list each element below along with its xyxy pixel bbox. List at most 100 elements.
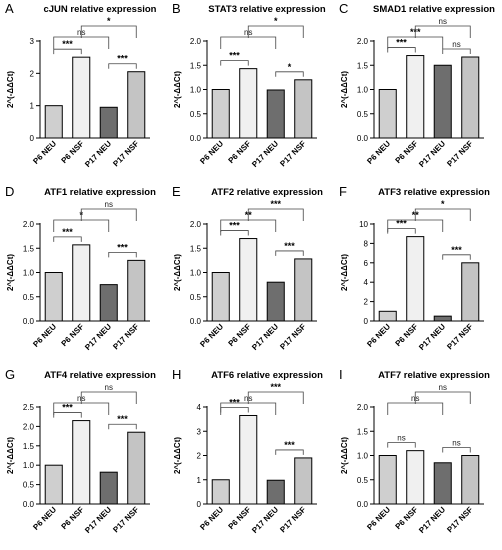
x-tick-label: P6 NEU bbox=[31, 139, 58, 166]
bar-p17-neu bbox=[433, 462, 452, 505]
panel-e: E ATF2 relative expression 2^(-ΔΔCt) 0.0 0.5… bbox=[172, 184, 323, 352]
y-tick-label: 0.5 bbox=[23, 481, 35, 490]
bar-p17-nsf bbox=[461, 56, 480, 139]
bar-p17-nsf bbox=[461, 262, 480, 322]
significance-bracket bbox=[108, 63, 137, 69]
x-tick-label: P6 NSF bbox=[59, 322, 85, 348]
significance-label: ns bbox=[105, 383, 113, 392]
significance-bracket bbox=[247, 391, 304, 404]
bar-p6-neu bbox=[44, 464, 63, 505]
x-tick-label: P6 NSF bbox=[226, 139, 252, 165]
y-tick-label: 3 bbox=[197, 427, 202, 436]
x-tick-label: P17 NSF bbox=[445, 505, 474, 534]
significance-bracket bbox=[275, 250, 304, 256]
bar-p17-neu bbox=[433, 315, 452, 322]
bar-p17-nsf bbox=[127, 71, 146, 139]
y-tick-label: 2 bbox=[197, 452, 202, 461]
y-tick-label: 1 bbox=[30, 102, 35, 111]
y-tick-label: 1.0 bbox=[190, 269, 202, 278]
y-tick-label: 3 bbox=[30, 37, 35, 46]
panel-letter: F bbox=[339, 184, 347, 199]
y-tick-label: 4 bbox=[197, 403, 202, 412]
significance-label: * bbox=[107, 16, 111, 26]
y-tick-label: 0.0 bbox=[357, 134, 369, 143]
y-tick-label: 1.5 bbox=[23, 442, 35, 451]
significance-label: ns bbox=[105, 200, 113, 209]
significance-bracket bbox=[80, 25, 137, 38]
panel-d: D ATF1 relative expression 2^(-ΔΔCt) 0.0 0.5… bbox=[5, 184, 156, 352]
significance-label: ns bbox=[452, 40, 460, 49]
y-tick-label: 1.5 bbox=[23, 244, 35, 253]
panel-g: G ATF4 relative expression 2^(-ΔΔCt) 0.0 0.5… bbox=[5, 367, 156, 535]
significance-label: *** bbox=[229, 221, 240, 231]
y-tick-label: 0.5 bbox=[190, 110, 202, 119]
bar-p17-neu bbox=[99, 106, 118, 139]
bar-p6-neu bbox=[378, 89, 397, 139]
y-tick-label: 10 bbox=[359, 220, 368, 229]
bar-p17-neu bbox=[266, 89, 285, 139]
y-axis-label: 2^(-ΔΔCt) bbox=[173, 437, 182, 474]
bar-p17-neu bbox=[99, 471, 118, 505]
panel-letter: C bbox=[339, 1, 348, 16]
y-tick-label: 2 bbox=[364, 298, 369, 307]
significance-label: * bbox=[441, 199, 445, 209]
significance-bracket bbox=[247, 208, 304, 221]
x-tick-label: P6 NEU bbox=[31, 322, 58, 349]
panel-b: B STAT3 relative expression 2^(-ΔΔCt) 0.0 0.… bbox=[172, 1, 326, 169]
x-tick-label: P17 NSF bbox=[278, 139, 307, 168]
bar-p6-nsf bbox=[406, 55, 425, 139]
panel-title: SMAD1 relative expression bbox=[373, 4, 495, 15]
significance-label: *** bbox=[270, 382, 281, 392]
panel-letter: E bbox=[172, 184, 181, 199]
x-tick-label: P17 NEU bbox=[417, 505, 447, 535]
x-tick-label: P6 NSF bbox=[393, 322, 419, 348]
panel-title: ATF2 relative expression bbox=[211, 187, 323, 198]
significance-label: *** bbox=[62, 39, 73, 49]
significance-bracket bbox=[275, 71, 304, 77]
x-tick-label: P17 NEU bbox=[250, 322, 280, 352]
significance-bracket bbox=[53, 412, 82, 418]
x-tick-label: P6 NEU bbox=[31, 505, 58, 532]
significance-bracket bbox=[387, 402, 444, 415]
significance-bracket bbox=[108, 251, 137, 258]
significance-bracket bbox=[414, 391, 471, 404]
y-tick-label: 2.5 bbox=[23, 403, 35, 412]
panel-title: ATF4 relative expression bbox=[44, 370, 156, 381]
significance-bracket bbox=[53, 236, 82, 242]
x-tick-label: P17 NEU bbox=[417, 322, 447, 352]
significance-label: *** bbox=[117, 414, 128, 424]
y-tick-label: 1.0 bbox=[190, 86, 202, 95]
significance-bracket bbox=[220, 36, 277, 49]
significance-label: * bbox=[274, 16, 278, 26]
significance-bracket bbox=[414, 25, 471, 38]
significance-bracket bbox=[442, 447, 471, 453]
significance-bracket bbox=[387, 47, 416, 53]
y-tick-label: 1.5 bbox=[190, 61, 202, 70]
y-tick-label: 0.0 bbox=[357, 500, 369, 509]
x-tick-label: P17 NSF bbox=[111, 505, 140, 534]
bar-p17-nsf bbox=[294, 258, 313, 322]
x-tick-label: P17 NEU bbox=[417, 139, 447, 169]
significance-bracket bbox=[247, 25, 304, 38]
panel-letter: G bbox=[5, 367, 15, 382]
significance-label: ns bbox=[397, 434, 405, 443]
y-tick-label: 8 bbox=[364, 239, 369, 248]
bar-p6-neu bbox=[211, 89, 230, 139]
panel-title: ATF6 relative expression bbox=[211, 370, 323, 381]
x-tick-label: P17 NSF bbox=[111, 139, 140, 168]
y-axis-label: 2^(-ΔΔCt) bbox=[173, 71, 182, 108]
y-tick-label: 2.0 bbox=[357, 403, 369, 412]
bar-p17-nsf bbox=[294, 79, 313, 139]
bar-p6-neu bbox=[44, 272, 63, 322]
x-tick-label: P6 NEU bbox=[198, 322, 225, 349]
panel-title: ATF1 relative expression bbox=[44, 187, 156, 198]
y-axis-label: 2^(-ΔΔCt) bbox=[6, 254, 15, 291]
y-tick-label: 1.0 bbox=[357, 452, 369, 461]
y-tick-label: 2.0 bbox=[23, 220, 35, 229]
y-tick-label: 0.5 bbox=[357, 476, 369, 485]
bar-p17-neu bbox=[99, 284, 118, 322]
significance-bracket bbox=[220, 407, 249, 413]
bar-p17-neu bbox=[266, 479, 285, 505]
x-tick-label: P17 NSF bbox=[278, 505, 307, 534]
